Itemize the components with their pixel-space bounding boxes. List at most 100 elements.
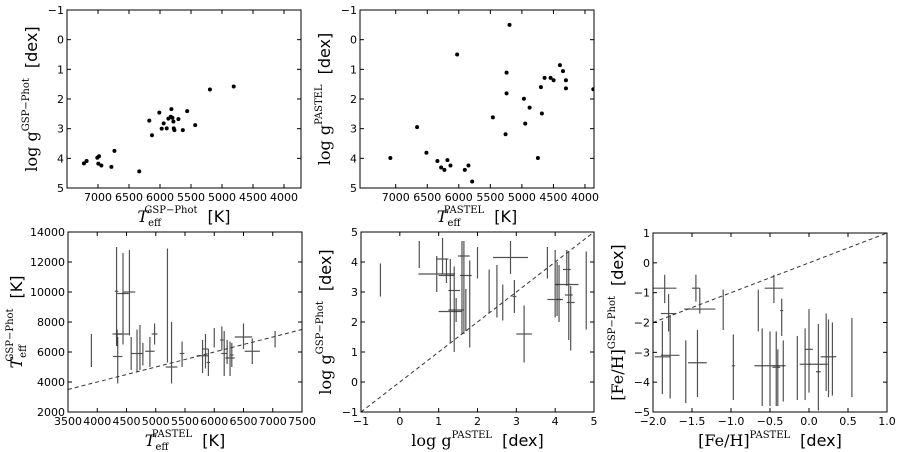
errorbar	[145, 337, 155, 367]
y-tick-label: −4	[634, 376, 650, 389]
y-tick-label: 4	[351, 256, 358, 269]
y-tick-label: 0	[643, 257, 650, 270]
one-to-one-line	[68, 329, 302, 390]
y-axis-label: log gGSP−Phot [dex]	[315, 249, 335, 394]
x-axis-label-unit: [K]	[494, 207, 517, 226]
x-tick-label: 5500	[171, 415, 199, 428]
errorbar	[225, 341, 235, 376]
errorbar	[179, 341, 185, 367]
data-point	[169, 107, 174, 112]
y-tick-label: 0	[351, 376, 358, 389]
x-tick-label: 6000	[200, 415, 228, 428]
x-tick-label: 0.0	[800, 415, 818, 428]
y-axis-label: TeffGSP−Phot [K]	[5, 275, 29, 368]
errorbar	[418, 256, 455, 292]
x-tick-label: 4	[552, 415, 559, 428]
y-axis-label-unit: [dex]	[316, 249, 335, 291]
data-point	[185, 109, 190, 114]
x-tick-label: −1.5	[679, 415, 706, 428]
x-tick-label: 6000	[445, 191, 473, 204]
data-point	[539, 111, 544, 116]
x-tick-label: 5000	[208, 191, 236, 204]
y-axis-label-unit: [dex]	[22, 26, 41, 68]
x-tick-label: 4500	[539, 191, 567, 204]
errorbar	[458, 241, 470, 334]
errorbar	[547, 250, 563, 318]
data-point	[207, 87, 212, 92]
y-tick-label: 4	[350, 152, 357, 165]
data-point	[542, 75, 547, 80]
data-point	[81, 161, 86, 166]
x-tick-label: 7000	[259, 415, 287, 428]
y-tick-label: 3	[57, 123, 64, 136]
y-tick-label: 2	[350, 93, 357, 106]
x-axis-label-base: T	[437, 207, 449, 226]
x-tick-label: 1	[435, 415, 442, 428]
x-tick-label: 7500	[288, 415, 316, 428]
x-axis-label-superscript: PASTEL	[152, 429, 193, 440]
y-axis-label: log gPASTEL [dex]	[314, 33, 334, 166]
y-tick-label: −1	[342, 406, 358, 419]
data-point	[415, 125, 420, 130]
y-axis-label: log gGSP−Phot [dex]	[21, 26, 41, 171]
x-axis-label-base: T	[145, 431, 157, 450]
y-tick-label: −1	[48, 4, 64, 17]
data-point	[96, 154, 101, 159]
y-tick-label: 8000	[37, 316, 65, 329]
y-tick-label: 6000	[37, 346, 65, 359]
data-point	[538, 85, 543, 90]
x-axis-label-subscript: eff	[155, 442, 169, 452]
x-axis-label-subscript: eff	[148, 218, 162, 229]
y-tick-label: 2	[57, 93, 64, 106]
x-axis-label-base: log g	[411, 431, 451, 450]
x-tick-label: 4000	[270, 191, 298, 204]
data-point	[159, 126, 164, 131]
y-tick-label: 2000	[37, 406, 65, 419]
errorbar	[564, 251, 573, 340]
x-axis-label-superscript: GSP−Phot	[144, 205, 197, 216]
data-point	[504, 91, 509, 96]
x-axis-label-unit: [K]	[202, 431, 225, 450]
panel-teff-comparison: 3500 4000 4500 5000 5500 6000 6500 7000 75002000…	[5, 226, 316, 452]
errorbar	[206, 349, 211, 376]
errorbar	[809, 323, 828, 411]
data-point	[462, 167, 467, 172]
axes-frame	[66, 9, 302, 189]
errorbar	[764, 274, 784, 304]
data-point	[147, 118, 152, 123]
errorbar	[566, 286, 575, 351]
x-tick-label: 6000	[146, 191, 174, 204]
x-axis-label-unit: [dex]	[502, 431, 544, 450]
data-point	[548, 75, 553, 80]
y-tick-label: 1	[57, 63, 64, 76]
errorbar	[772, 331, 781, 407]
data-point	[164, 126, 169, 131]
errorbar	[654, 321, 671, 395]
errorbar	[780, 298, 784, 336]
data-point	[193, 123, 198, 128]
data-point	[504, 70, 509, 75]
y-tick-label: 0	[350, 34, 357, 47]
data-point	[448, 163, 453, 168]
data-point	[161, 121, 166, 126]
data-point	[535, 156, 540, 161]
data-point	[523, 121, 528, 126]
y-axis-label-superscript: GSP−Phot	[315, 301, 326, 354]
x-tick-label: 7000	[84, 191, 112, 204]
errorbar	[820, 319, 837, 398]
y-tick-label: −1	[634, 287, 650, 300]
y-axis-label: [Fe/H]GSP−Phot [dex]	[607, 244, 627, 400]
errorbar	[113, 337, 123, 384]
y-axis-label-base: T	[7, 357, 26, 369]
x-tick-label: 5000	[142, 415, 170, 428]
x-axis-label-superscript: PASTEL	[452, 430, 493, 441]
errorbar	[131, 329, 143, 372]
y-axis-label-subscript: eff	[18, 344, 29, 358]
errorbar	[117, 253, 129, 345]
data-point	[171, 119, 176, 124]
data-point	[149, 133, 154, 138]
y-tick-label: 2	[351, 316, 358, 329]
y-axis-label-base: log g	[315, 125, 334, 165]
x-axis-label-base: T	[137, 207, 149, 226]
data-point	[591, 87, 594, 92]
